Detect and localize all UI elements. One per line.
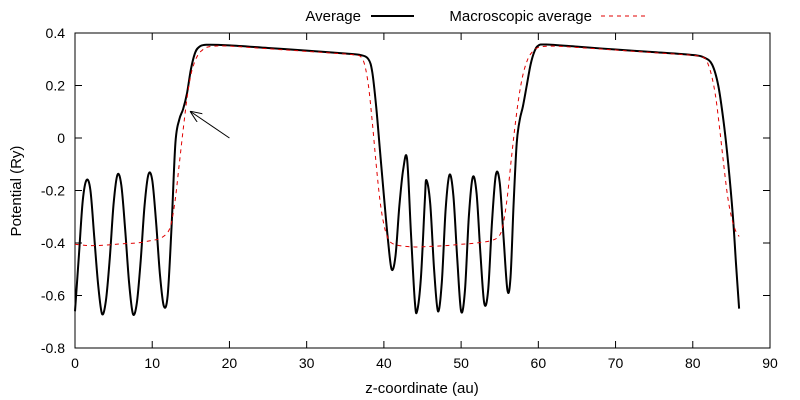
- x-axis-label: z-coordinate (au): [365, 380, 478, 397]
- y-tick-label: -0.8: [41, 340, 65, 356]
- x-tick-label: 40: [376, 355, 392, 371]
- x-tick-label: 50: [453, 355, 469, 371]
- y-tick-label: -0.4: [41, 235, 65, 251]
- x-tick-label: 30: [299, 355, 315, 371]
- x-tick-label: 10: [144, 355, 160, 371]
- y-tick-label: -0.6: [41, 288, 65, 304]
- tick-marks: [74, 32, 771, 349]
- legend-label-average: Average: [305, 8, 361, 25]
- y-tick-label: 0.2: [46, 78, 66, 94]
- series-macroscopic-average-line: [74, 45, 740, 248]
- x-tick-label: 20: [222, 355, 238, 371]
- x-tick-label: 60: [531, 355, 547, 371]
- y-tick-labels: -0.8 -0.6 -0.4 -0.2 0 0.2 0.4: [41, 25, 65, 356]
- x-tick-label: 70: [608, 355, 624, 371]
- y-tick-label: 0: [57, 130, 65, 146]
- x-tick-label: 80: [685, 355, 701, 371]
- series-average-line: [74, 43, 741, 316]
- plot-area-border: [74, 32, 771, 349]
- legend: Average Macroscopic average: [305, 8, 645, 25]
- annotation-arrow: [191, 112, 230, 139]
- annotation-layer: [191, 112, 230, 139]
- x-tick-label: 0: [71, 355, 79, 371]
- plot-frame: [74, 32, 771, 349]
- x-tick-labels: 0 10 20 30 40 50 60 70 80 90: [71, 355, 778, 371]
- series-layer: [74, 43, 741, 316]
- x-tick-label: 90: [762, 355, 778, 371]
- y-axis-label: Potential (Ry): [8, 146, 25, 237]
- y-tick-label: -0.2: [41, 183, 65, 199]
- legend-label-macroscopic-average: Macroscopic average: [449, 8, 592, 25]
- y-tick-label: 0.4: [46, 25, 66, 41]
